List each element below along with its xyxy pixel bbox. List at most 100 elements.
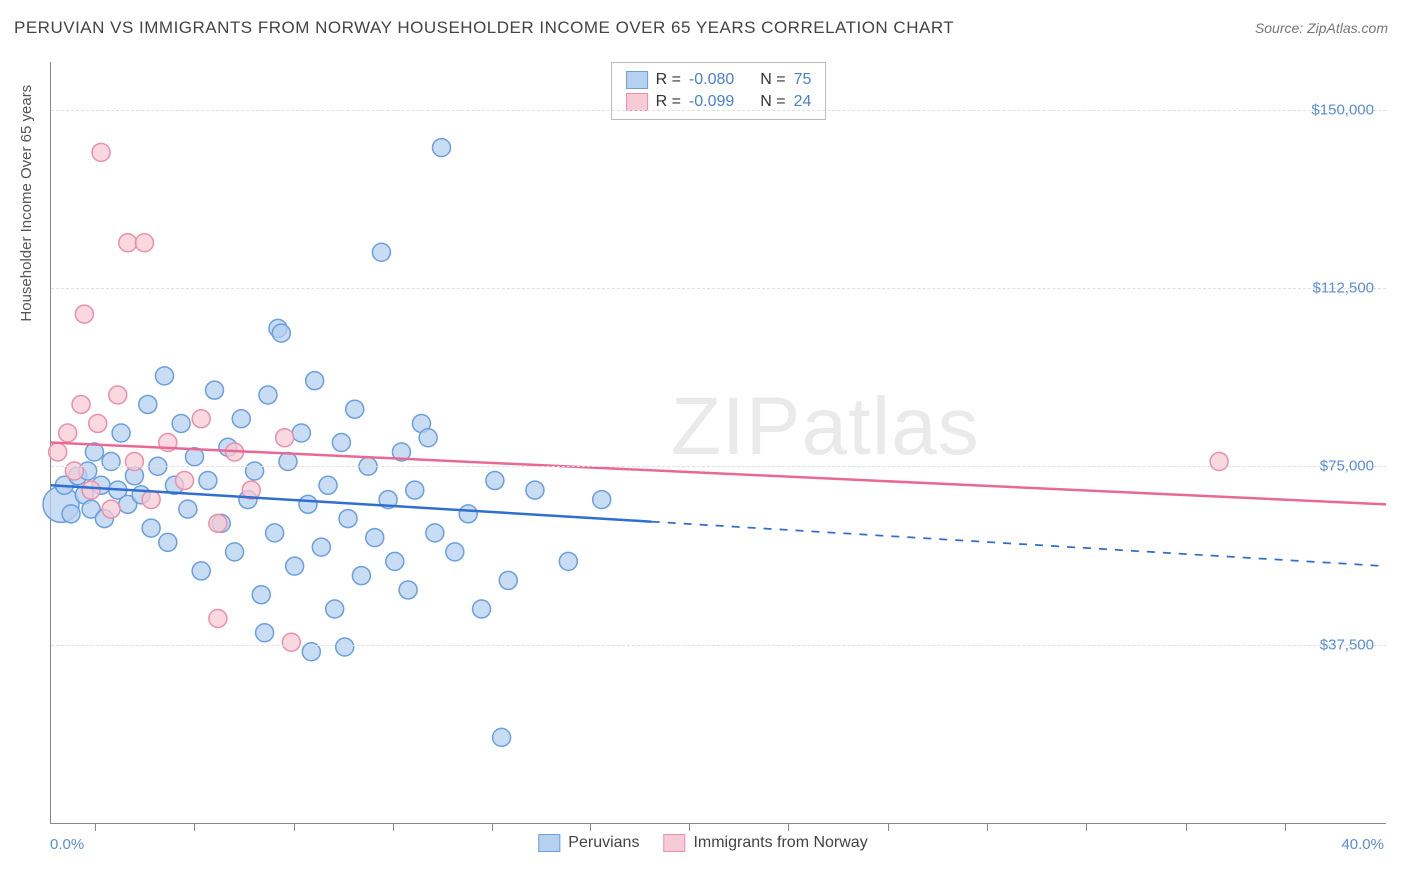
r-value: -0.080 (689, 71, 734, 89)
data-point (386, 552, 404, 570)
correlation-legend: R = -0.080 N = 75 R = -0.099 N = 24 (611, 62, 827, 120)
data-point (352, 567, 370, 585)
data-point (372, 243, 390, 261)
data-point (272, 324, 290, 342)
data-point (1210, 453, 1228, 471)
x-tick (492, 823, 493, 831)
data-point (102, 453, 120, 471)
data-point (192, 410, 210, 428)
data-point (139, 395, 157, 413)
x-tick (788, 823, 789, 831)
data-point (72, 395, 90, 413)
data-point (209, 514, 227, 532)
gridline (51, 110, 1386, 111)
data-point (82, 481, 100, 499)
data-point (92, 143, 110, 161)
data-point (339, 510, 357, 528)
data-point (446, 543, 464, 561)
data-point (176, 472, 194, 490)
r-label: R = (656, 71, 681, 89)
data-point (209, 609, 227, 627)
plot-area: R = -0.080 N = 75 R = -0.099 N = 24 ZIPa… (50, 62, 1386, 824)
legend-item-peruvians: Peruvians (538, 834, 639, 852)
data-point (499, 571, 517, 589)
data-point (432, 139, 450, 157)
chart-svg (51, 62, 1386, 823)
n-value: 75 (794, 71, 812, 89)
swatch-pink-icon (663, 834, 685, 852)
y-tick-label: $112,500 (1313, 279, 1374, 296)
x-tick (590, 823, 591, 831)
data-point (59, 424, 77, 442)
data-point (109, 386, 127, 404)
x-tick (689, 823, 690, 831)
x-tick (987, 823, 988, 831)
data-point (366, 529, 384, 547)
data-point (142, 491, 160, 509)
x-tick (1186, 823, 1187, 831)
series-legend: Peruvians Immigrants from Norway (538, 834, 867, 852)
gridline (51, 288, 1386, 289)
data-point (559, 552, 577, 570)
data-point (226, 543, 244, 561)
x-tick (294, 823, 295, 831)
data-point (282, 633, 300, 651)
gridline (51, 466, 1386, 467)
source-credit: Source: ZipAtlas.com (1255, 20, 1388, 36)
data-point (593, 491, 611, 509)
chart-title: PERUVIAN VS IMMIGRANTS FROM NORWAY HOUSE… (14, 18, 954, 38)
data-point (49, 443, 67, 461)
y-tick-label: $150,000 (1311, 101, 1374, 118)
data-point (346, 400, 364, 418)
data-point (199, 472, 217, 490)
x-tick (1086, 823, 1087, 831)
data-point (172, 414, 190, 432)
legend-row-blue: R = -0.080 N = 75 (626, 69, 812, 91)
data-point (142, 519, 160, 537)
data-point (326, 600, 344, 618)
data-point (473, 600, 491, 618)
data-point (406, 481, 424, 499)
data-point (155, 367, 173, 385)
x-tick (888, 823, 889, 831)
data-point (62, 505, 80, 523)
data-point (125, 453, 143, 471)
swatch-blue-icon (626, 71, 648, 89)
data-point (179, 500, 197, 518)
data-point (192, 562, 210, 580)
y-tick-label: $37,500 (1320, 636, 1374, 653)
data-point (75, 305, 93, 323)
data-point (486, 472, 504, 490)
data-point (112, 424, 130, 442)
swatch-blue-icon (538, 834, 560, 852)
swatch-pink-icon (626, 93, 648, 111)
regression-line-extrapolated (652, 522, 1386, 566)
data-point (459, 505, 477, 523)
data-point (336, 638, 354, 656)
x-axis-min-label: 0.0% (50, 836, 84, 853)
x-axis-max-label: 40.0% (1341, 836, 1384, 853)
data-point (526, 481, 544, 499)
n-label: N = (760, 71, 785, 89)
data-point (399, 581, 417, 599)
data-point (266, 524, 284, 542)
data-point (319, 476, 337, 494)
x-tick (194, 823, 195, 831)
gridline (51, 645, 1386, 646)
data-point (89, 414, 107, 432)
data-point (102, 500, 120, 518)
data-point (306, 372, 324, 390)
data-point (276, 429, 294, 447)
data-point (159, 533, 177, 551)
data-point (286, 557, 304, 575)
data-point (493, 728, 511, 746)
r-value: -0.099 (689, 93, 734, 111)
data-point (119, 234, 137, 252)
legend-label: Peruvians (568, 834, 639, 852)
data-point (206, 381, 224, 399)
data-point (232, 410, 250, 428)
data-point (312, 538, 330, 556)
data-point (246, 462, 264, 480)
data-point (135, 234, 153, 252)
r-label: R = (656, 93, 681, 111)
